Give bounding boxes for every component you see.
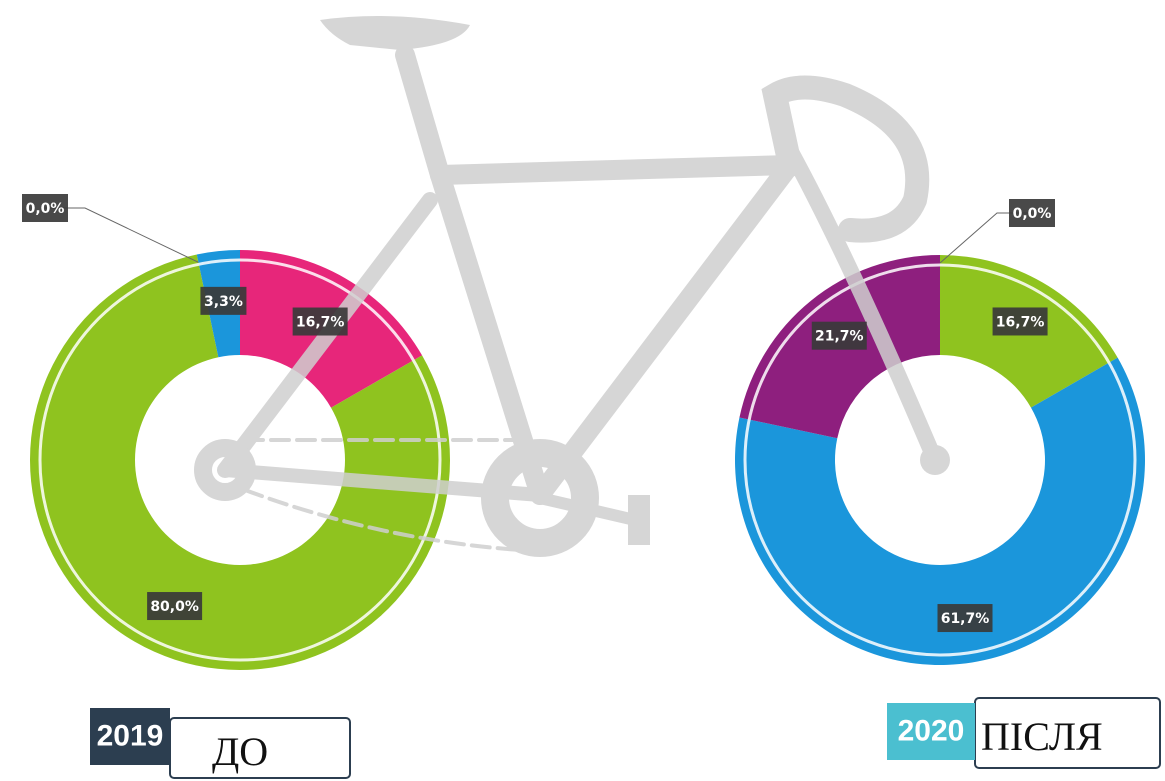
value-label: 21,7% bbox=[815, 329, 864, 345]
value-label: 0,0% bbox=[26, 201, 65, 217]
value-label-box bbox=[200, 286, 247, 315]
label-text: ДО bbox=[212, 729, 268, 774]
label-layer: 16,7% 80,0% 0,0% 3,3% 2019 ДО 16,7% 61,7% 21,7% 0… bbox=[22, 194, 1161, 779]
value-label-box bbox=[22, 194, 68, 222]
label-text: ПІСЛЯ bbox=[981, 714, 1103, 759]
value-label-box bbox=[1009, 199, 1055, 227]
donut-layer bbox=[30, 250, 1145, 670]
donut-highlight-ring bbox=[743, 263, 1137, 657]
value-label-box bbox=[147, 592, 203, 621]
year-text: 2020 bbox=[898, 714, 965, 747]
leader-line bbox=[45, 207, 199, 263]
donut-segment bbox=[30, 254, 450, 670]
year-text: 2019 bbox=[97, 719, 164, 752]
year-box bbox=[90, 708, 170, 765]
value-label-box bbox=[937, 604, 993, 633]
bicycle-illustration bbox=[194, 16, 950, 557]
value-label-box bbox=[811, 321, 867, 350]
value-label: 0,0% bbox=[1013, 206, 1052, 222]
value-label: 16,7% bbox=[996, 314, 1045, 330]
year-box bbox=[887, 703, 975, 760]
value-label: 16,7% bbox=[296, 315, 345, 331]
value-label-box bbox=[992, 307, 1048, 336]
value-label: 3,3% bbox=[204, 294, 243, 310]
value-label: 61,7% bbox=[941, 611, 990, 627]
value-label-box bbox=[292, 307, 348, 336]
donut-segment bbox=[735, 357, 1145, 666]
value-label: 80,0% bbox=[150, 599, 199, 615]
donut-highlight-ring bbox=[38, 258, 442, 662]
